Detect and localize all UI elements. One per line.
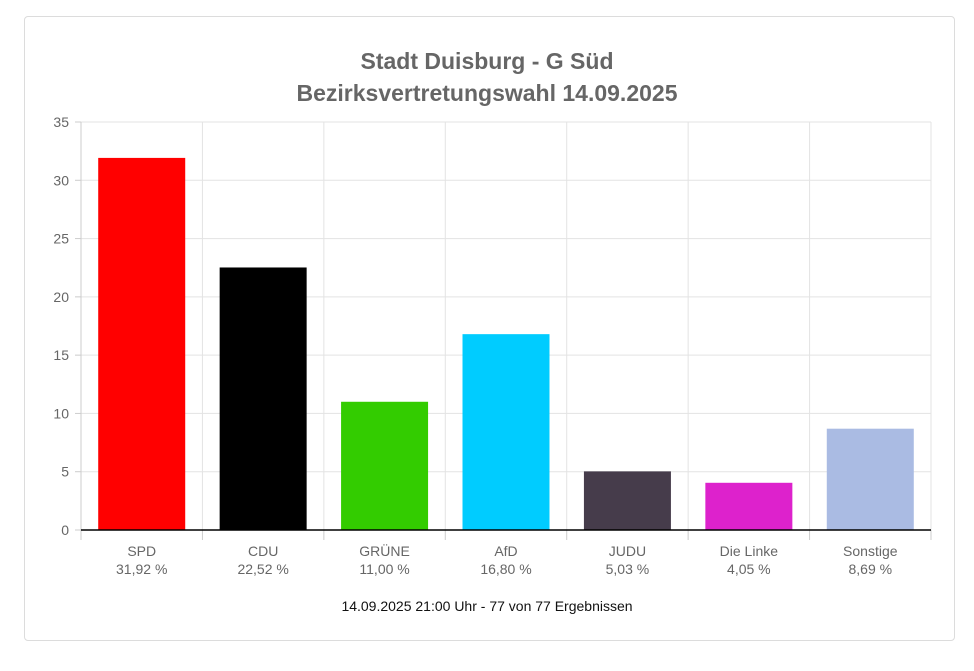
value-label: 5,03 % (606, 561, 650, 577)
y-tick-label: 35 (53, 114, 69, 130)
y-tick-label: 5 (61, 464, 69, 480)
y-tick-label: 10 (53, 405, 69, 421)
value-label: 22,52 % (237, 561, 288, 577)
x-tick-label: Sonstige (843, 543, 898, 559)
x-tick-label: GRÜNE (359, 542, 410, 559)
x-tick-label: AfD (494, 543, 517, 559)
y-tick-label: 0 (61, 522, 69, 538)
x-tick-label: CDU (248, 543, 278, 559)
x-tick-label: SPD (127, 543, 156, 559)
value-label: 31,92 % (116, 561, 167, 577)
bar-grüne (341, 401, 429, 530)
value-label: 8,69 % (848, 561, 892, 577)
value-label: 16,80 % (480, 561, 531, 577)
x-tick-label: Die Linke (720, 543, 779, 559)
value-label: 11,00 % (359, 561, 409, 577)
chart-footer: 14.09.2025 21:00 Uhr - 77 von 77 Ergebni… (341, 598, 633, 614)
x-tick-label: JUDU (609, 543, 646, 559)
y-tick-label: 15 (53, 347, 69, 363)
bar-spd (98, 157, 186, 531)
chart-subtitle: Bezirksvertretungswahl 14.09.2025 (296, 80, 678, 106)
y-tick-label: 20 (53, 289, 69, 305)
bar-sonstige (826, 428, 914, 530)
y-tick-label: 25 (53, 231, 69, 247)
y-tick-label: 30 (53, 172, 69, 188)
bar-afd (462, 334, 550, 530)
bar-cdu (219, 267, 307, 530)
bar-judu (583, 471, 671, 530)
chart-title: Stadt Duisburg - G Süd (360, 48, 614, 74)
value-label: 4,05 % (727, 561, 771, 577)
bar-die-linke (705, 482, 793, 530)
